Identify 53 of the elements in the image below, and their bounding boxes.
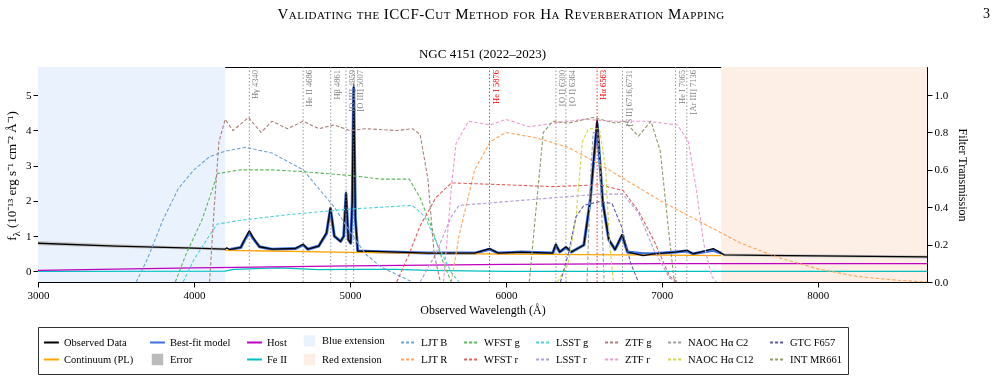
legend-label: Error <box>170 353 193 365</box>
legend-label: Continuum (PL) <box>64 353 134 366</box>
y-tick-label: 1 <box>26 229 32 242</box>
legend-label: NAOC Hα C2 <box>688 336 749 348</box>
ref-line-label: [Ar III] 7136 <box>687 70 698 115</box>
legend-label: Host <box>267 336 287 348</box>
x-tick-label: 4000 <box>183 288 206 301</box>
legend-label: ZTF g <box>625 336 653 348</box>
ref-line-label: [O I] 6364 <box>566 69 577 106</box>
y-tick-label: 5 <box>26 88 32 101</box>
legend-label: WFST r <box>484 353 519 365</box>
y2-tick-label: 0.6 <box>934 163 949 176</box>
ref-line-label: Hα 6563 <box>598 70 609 100</box>
y-tick-label: 4 <box>26 123 32 136</box>
legend-label: GTC F657 <box>790 336 836 348</box>
ref-line-label: He I 5876 <box>490 70 501 104</box>
y-tick-label: 3 <box>26 159 32 172</box>
ref-line-label: [S II] 6716,6731 <box>623 70 634 127</box>
y-tick-label: 0 <box>26 264 32 277</box>
legend-label: Observed Data <box>64 336 128 348</box>
legend-label: WFST g <box>484 336 521 348</box>
text: 3 <box>983 6 990 22</box>
y-tick-label: 2 <box>26 194 32 207</box>
y2-tick-label: 1.0 <box>934 88 949 101</box>
ref-line-label: Hγ 4340 <box>250 70 261 100</box>
x-tick-label: 7000 <box>651 288 674 301</box>
y2-axis-title: Filter Transmission <box>956 128 971 222</box>
x-axis-title: Observed Wavelength (Å) <box>420 302 546 317</box>
legend-label: Red extension <box>322 353 383 365</box>
x-tick-label: 6000 <box>495 288 518 301</box>
y2-tick-label: 0.8 <box>934 125 949 138</box>
legend-label: LSST g <box>556 336 589 348</box>
legend-label: INT MR661 <box>790 353 843 365</box>
y2-tick-label: 0.2 <box>934 238 949 251</box>
legend-label: NAOC Hα C12 <box>688 353 754 365</box>
legend-label: Blue extension <box>322 334 386 346</box>
x-tick-label: 8000 <box>807 288 830 301</box>
x-tick-label: 5000 <box>339 288 362 301</box>
y2-tick-label: 0.0 <box>934 275 949 288</box>
ref-line-label: He I 7065 <box>676 70 687 104</box>
ref-line-label: [O I] 6300 <box>556 70 567 106</box>
y2-tick-label: 0.4 <box>934 200 949 213</box>
legend-label: ZTF r <box>625 353 651 365</box>
x-tick-label: 3000 <box>27 288 50 301</box>
legend-label: Best-fit model <box>170 336 231 348</box>
legend-label: LJT R <box>421 353 448 365</box>
legend-label: LSST r <box>556 353 587 365</box>
ref-line-label: He II 4686 <box>304 70 315 107</box>
ref-line-label: Hβ 4861 <box>331 70 342 100</box>
chart-title: NGC 4151 (2022–2023) <box>418 45 547 61</box>
legend-label: Fe II <box>267 353 288 365</box>
legend-label: LJT B <box>421 336 448 348</box>
text: Validating the ICCF-Cut Method for Hα Reverberation Mapping <box>277 6 725 22</box>
